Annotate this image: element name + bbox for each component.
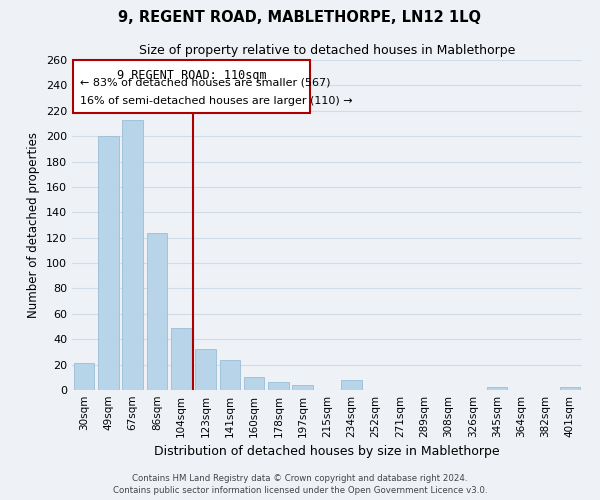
Bar: [487, 388, 508, 390]
Y-axis label: Number of detached properties: Number of detached properties: [28, 132, 40, 318]
Text: 9, REGENT ROAD, MABLETHORPE, LN12 1LQ: 9, REGENT ROAD, MABLETHORPE, LN12 1LQ: [119, 10, 482, 25]
Bar: [244, 378, 265, 390]
Bar: [171, 328, 191, 390]
Text: 9 REGENT ROAD: 110sqm: 9 REGENT ROAD: 110sqm: [117, 69, 266, 82]
Bar: [268, 382, 289, 390]
Bar: [195, 350, 216, 390]
Text: ← 83% of detached houses are smaller (567): ← 83% of detached houses are smaller (56…: [80, 78, 331, 88]
Bar: [98, 136, 119, 390]
Bar: [146, 232, 167, 390]
Bar: [122, 120, 143, 390]
Bar: [560, 388, 580, 390]
Bar: [292, 385, 313, 390]
FancyBboxPatch shape: [73, 60, 310, 114]
Bar: [74, 364, 94, 390]
X-axis label: Distribution of detached houses by size in Mablethorpe: Distribution of detached houses by size …: [154, 446, 500, 458]
Title: Size of property relative to detached houses in Mablethorpe: Size of property relative to detached ho…: [139, 44, 515, 58]
Bar: [220, 360, 240, 390]
Text: 16% of semi-detached houses are larger (110) →: 16% of semi-detached houses are larger (…: [80, 96, 353, 106]
Bar: [341, 380, 362, 390]
Text: Contains HM Land Registry data © Crown copyright and database right 2024.
Contai: Contains HM Land Registry data © Crown c…: [113, 474, 487, 495]
